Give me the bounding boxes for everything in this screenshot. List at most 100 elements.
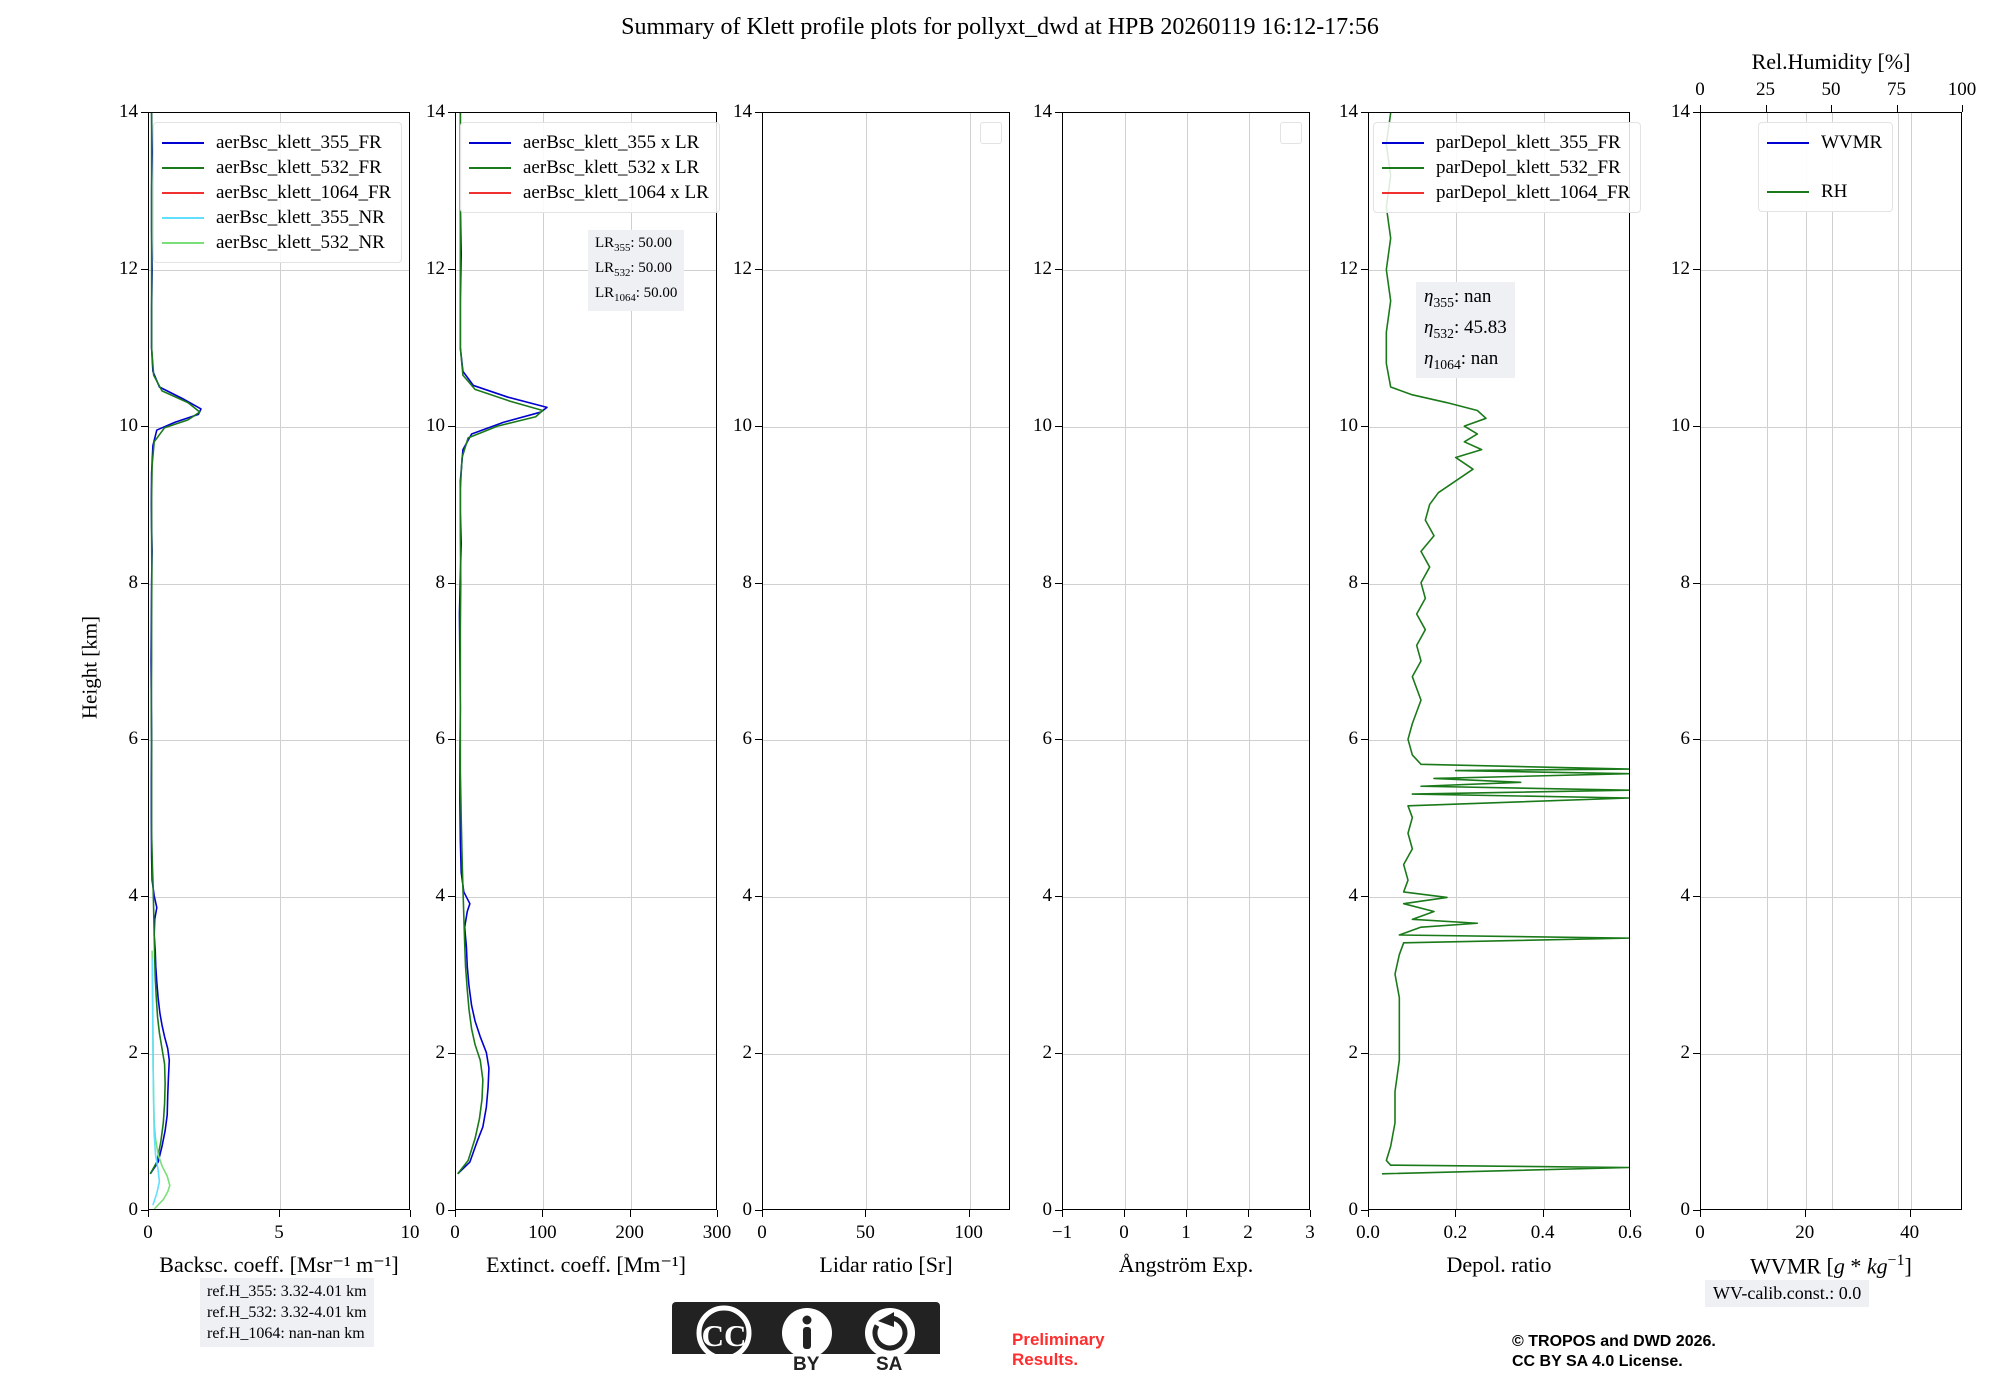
y-axis-tick-label: 8 bbox=[1042, 571, 1053, 593]
y-axis-tick bbox=[755, 112, 762, 113]
empty-legend-box-lidar-ratio[interactable] bbox=[980, 122, 1002, 144]
page-title: Summary of Klett profile plots for polly… bbox=[621, 14, 1379, 40]
legend-color-swatch bbox=[162, 166, 204, 169]
gridline-vertical bbox=[1456, 113, 1458, 1209]
gridline-horizontal bbox=[763, 269, 1009, 271]
legend-depolarization[interactable]: parDepol_klett_355_FR parDepol_klett_532_… bbox=[1373, 122, 1642, 213]
reference-height-line: ref.H_355: 3.32-4.01 km bbox=[207, 1283, 367, 1300]
annotation-line: η355: nan bbox=[1424, 286, 1492, 310]
x-axis-tick bbox=[455, 1210, 456, 1217]
x-axis-tick bbox=[968, 1210, 970, 1217]
x-axis-tick bbox=[629, 1210, 631, 1217]
gridline-horizontal bbox=[1063, 426, 1309, 428]
top-x-axis-tick-label: 25 bbox=[1756, 79, 1775, 100]
y-axis-tick-label: 6 bbox=[435, 728, 446, 750]
y-axis-tick bbox=[1693, 739, 1700, 741]
gridline-horizontal bbox=[1063, 269, 1309, 271]
plot-area-angstrom bbox=[1063, 113, 1309, 1209]
legend-color-swatch bbox=[162, 141, 204, 144]
y-axis-tick-label: 2 bbox=[742, 1042, 753, 1064]
legend-label: aerBsc_klett_355_FR bbox=[216, 132, 382, 153]
y-axis-tick bbox=[141, 739, 148, 741]
y-axis-tick-label: 6 bbox=[1348, 728, 1359, 750]
legend-backscatter[interactable]: aerBsc_klett_355_FR aerBsc_klett_532_FR ae… bbox=[153, 122, 403, 263]
gridline-horizontal bbox=[1701, 269, 1961, 271]
gridline-horizontal bbox=[1369, 897, 1629, 899]
legend-label: RH bbox=[1821, 181, 1848, 202]
gridline-horizontal bbox=[1063, 740, 1309, 742]
top-x-axis-tick bbox=[1896, 105, 1898, 112]
y-axis-tick bbox=[755, 1053, 762, 1055]
gridline-horizontal bbox=[149, 740, 409, 742]
gridline-horizontal bbox=[1701, 1054, 1961, 1056]
legend-item: parDepol_klett_1064_FR bbox=[1382, 180, 1630, 205]
x-axis-tick bbox=[1630, 1210, 1631, 1217]
x-axis-tick bbox=[410, 1210, 411, 1217]
copyright-line-1: © TROPOS and DWD 2026. bbox=[1512, 1333, 1716, 1350]
y-axis-tick bbox=[755, 582, 762, 584]
gridline-horizontal bbox=[763, 740, 1009, 742]
y-axis-tick-label: 0 bbox=[1680, 1199, 1691, 1220]
gridline-horizontal bbox=[1701, 897, 1961, 899]
y-axis-tick bbox=[755, 896, 762, 898]
y-axis-tick bbox=[1055, 582, 1062, 584]
series-layer-backscatter bbox=[149, 113, 202, 1209]
y-axis-tick-label: 8 bbox=[435, 571, 446, 593]
y-axis-tick-label: 14 bbox=[1339, 101, 1358, 122]
y-axis-tick bbox=[448, 425, 455, 427]
gridline-horizontal bbox=[1063, 897, 1309, 899]
x-axis-tick bbox=[1455, 1210, 1457, 1217]
series-layer-wvmr-rh bbox=[1701, 113, 1961, 1209]
top-x-axis-tick-label: 100 bbox=[1947, 79, 1977, 100]
y-axis-tick bbox=[141, 268, 148, 270]
y-axis-tick-label: 4 bbox=[128, 885, 139, 907]
y-axis-tick bbox=[755, 739, 762, 741]
gridline-horizontal bbox=[456, 740, 716, 742]
cc-sa-label: SA bbox=[876, 1354, 903, 1375]
x-axis-tick-label: −1 bbox=[1051, 1222, 1073, 1243]
y-axis-tick-label: 0 bbox=[1042, 1199, 1053, 1220]
creative-commons-badge[interactable]: CC BY SA bbox=[672, 1302, 940, 1380]
top-x-axis-tick bbox=[1962, 105, 1963, 112]
y-axis-tick bbox=[448, 1053, 455, 1055]
x-axis-tick bbox=[1909, 1210, 1911, 1217]
legend-color-swatch bbox=[162, 191, 204, 194]
series-layer-lidar-ratio bbox=[763, 113, 1009, 1209]
gridline-vertical bbox=[1910, 113, 1912, 1209]
legend-color-swatch bbox=[1382, 141, 1424, 144]
gridline-vertical bbox=[630, 113, 632, 1209]
y-axis-tick-label: 10 bbox=[426, 414, 445, 436]
legend-item: aerBsc_klett_1064_FR bbox=[162, 180, 391, 205]
y-axis-tick bbox=[755, 268, 762, 270]
y-axis-tick bbox=[1055, 112, 1062, 113]
legend-extinction[interactable]: aerBsc_klett_355 x LR aerBsc_klett_532 x … bbox=[460, 122, 720, 213]
empty-legend-box-angstrom[interactable] bbox=[1280, 122, 1302, 144]
data-series-aerBsc_klett_532 x LR bbox=[457, 113, 544, 1175]
plot-area-backscatter bbox=[149, 113, 409, 1209]
series-layer-extinction bbox=[457, 113, 548, 1175]
x-axis-tick bbox=[1368, 1210, 1369, 1217]
y-axis-tick-label: 0 bbox=[435, 1199, 446, 1220]
x-axis-tick-label: 0 bbox=[450, 1222, 460, 1243]
y-axis-tick bbox=[1361, 1053, 1368, 1055]
y-axis-tick bbox=[755, 1210, 762, 1211]
legend-label: aerBsc_klett_532_FR bbox=[216, 157, 382, 178]
x-axis-tick bbox=[1700, 1210, 1701, 1217]
y-axis-tick bbox=[448, 582, 455, 584]
legend-item: parDepol_klett_532_FR bbox=[1382, 155, 1630, 180]
legend-item: aerBsc_klett_532 x LR bbox=[469, 155, 709, 180]
x-axis-tick bbox=[762, 1210, 763, 1217]
annotation-line: LR532: 50.00 bbox=[595, 260, 673, 279]
plot-panel-wvmr-rh bbox=[1700, 112, 1962, 1210]
eta-annotation-box: η355: nan η532: 45.83 η1064: nan bbox=[1416, 282, 1515, 379]
x-axis-tick-label: 3 bbox=[1305, 1222, 1315, 1243]
gridline-horizontal bbox=[763, 583, 1009, 585]
y-axis-tick-label: 12 bbox=[119, 257, 138, 279]
x-axis-tick-label: 0 bbox=[1119, 1222, 1129, 1243]
legend-wvmr-rh[interactable]: WVMR RH bbox=[1758, 122, 1894, 212]
data-series-aerBsc_klett_355_NR bbox=[151, 958, 161, 1206]
y-axis-tick bbox=[1693, 112, 1700, 113]
y-axis-tick bbox=[1361, 896, 1368, 898]
top-x-axis-tick-label: 75 bbox=[1887, 79, 1906, 100]
